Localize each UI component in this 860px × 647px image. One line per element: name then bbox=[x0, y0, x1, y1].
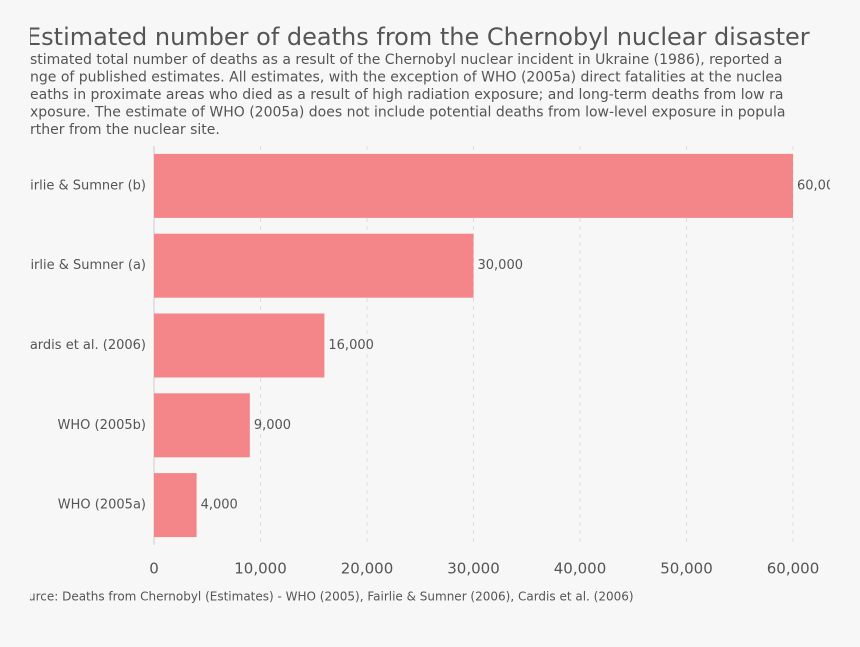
x-tick-label: 60,000 bbox=[767, 560, 820, 578]
value-label: 9,000 bbox=[254, 418, 291, 433]
x-tick-label: 10,000 bbox=[234, 560, 287, 578]
bar bbox=[154, 233, 474, 298]
subtitle-line: nge of published estimates. All estimate… bbox=[30, 70, 783, 86]
x-tick-label: 20,000 bbox=[341, 560, 394, 578]
value-label: 60,000 bbox=[797, 178, 843, 193]
subtitle-line: xposure. The estimate of WHO (2005a) doe… bbox=[30, 105, 785, 121]
y-tick-label: Fairlie & Sumner (b) bbox=[16, 178, 146, 193]
y-tick-label: Cardis et al. (2006) bbox=[21, 338, 146, 353]
y-tick-label: WHO (2005b) bbox=[58, 418, 146, 433]
bar bbox=[154, 393, 250, 458]
value-label: 4,000 bbox=[201, 498, 238, 513]
value-label: 16,000 bbox=[328, 338, 374, 353]
source: Source: Deaths from Chernobyl (Estimates… bbox=[13, 590, 634, 604]
x-tick-label: 0 bbox=[149, 560, 159, 578]
x-tick-label: 30,000 bbox=[447, 560, 500, 578]
chart-body: Estimated number of deaths from the Cher… bbox=[13, 23, 843, 604]
chart-title: Estimated number of deaths from the Cher… bbox=[26, 23, 810, 51]
subtitle-line: rther from the nuclear site. bbox=[30, 122, 220, 138]
x-tick-label: 50,000 bbox=[660, 560, 713, 578]
subtitle-line: stimated total number of deaths as a res… bbox=[30, 52, 782, 68]
bar bbox=[154, 473, 197, 538]
y-tick-label: Fairlie & Sumner (a) bbox=[16, 258, 146, 273]
subtitle-line: eaths in proximate areas who died as a r… bbox=[30, 87, 783, 103]
value-label: 30,000 bbox=[478, 258, 524, 273]
x-tick-label: 40,000 bbox=[554, 560, 607, 578]
bar bbox=[154, 153, 793, 218]
bar bbox=[154, 313, 325, 378]
y-tick-label: WHO (2005a) bbox=[58, 498, 146, 513]
